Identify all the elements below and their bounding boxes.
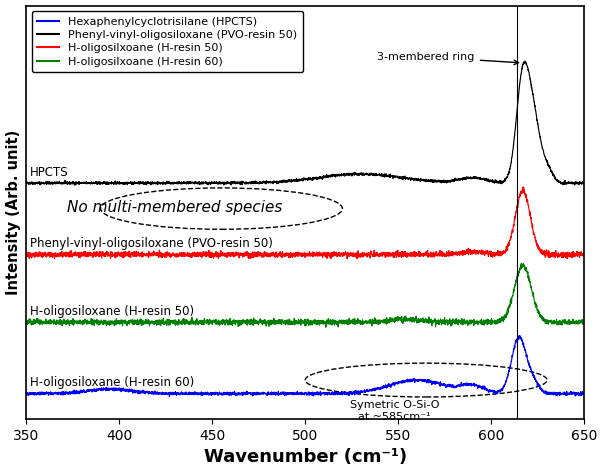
Text: No multi-membered species: No multi-membered species [68, 200, 283, 215]
Text: Symetric O-Si-O
at ~585cm⁻¹: Symetric O-Si-O at ~585cm⁻¹ [350, 400, 439, 422]
Legend: Hexaphenylcyclotrisilane (HPCTS), Phenyl-vinyl-oligosiloxane (PVO-resin 50), H-o: Hexaphenylcyclotrisilane (HPCTS), Phenyl… [32, 11, 303, 72]
Text: HPCTS: HPCTS [30, 166, 69, 178]
Text: 3-membered ring: 3-membered ring [377, 52, 519, 65]
X-axis label: Wavenumber (cm⁻¹): Wavenumber (cm⁻¹) [204, 448, 407, 466]
Text: H-oligosiloxane (H-resin 60): H-oligosiloxane (H-resin 60) [30, 376, 194, 389]
Y-axis label: Intensity (Arb. unit): Intensity (Arb. unit) [5, 130, 21, 295]
Text: Phenyl-vinyl-oligosiloxane (PVO-resin 50): Phenyl-vinyl-oligosiloxane (PVO-resin 50… [30, 237, 273, 250]
Text: H-oligosiloxane (H-resin 50): H-oligosiloxane (H-resin 50) [30, 304, 194, 318]
